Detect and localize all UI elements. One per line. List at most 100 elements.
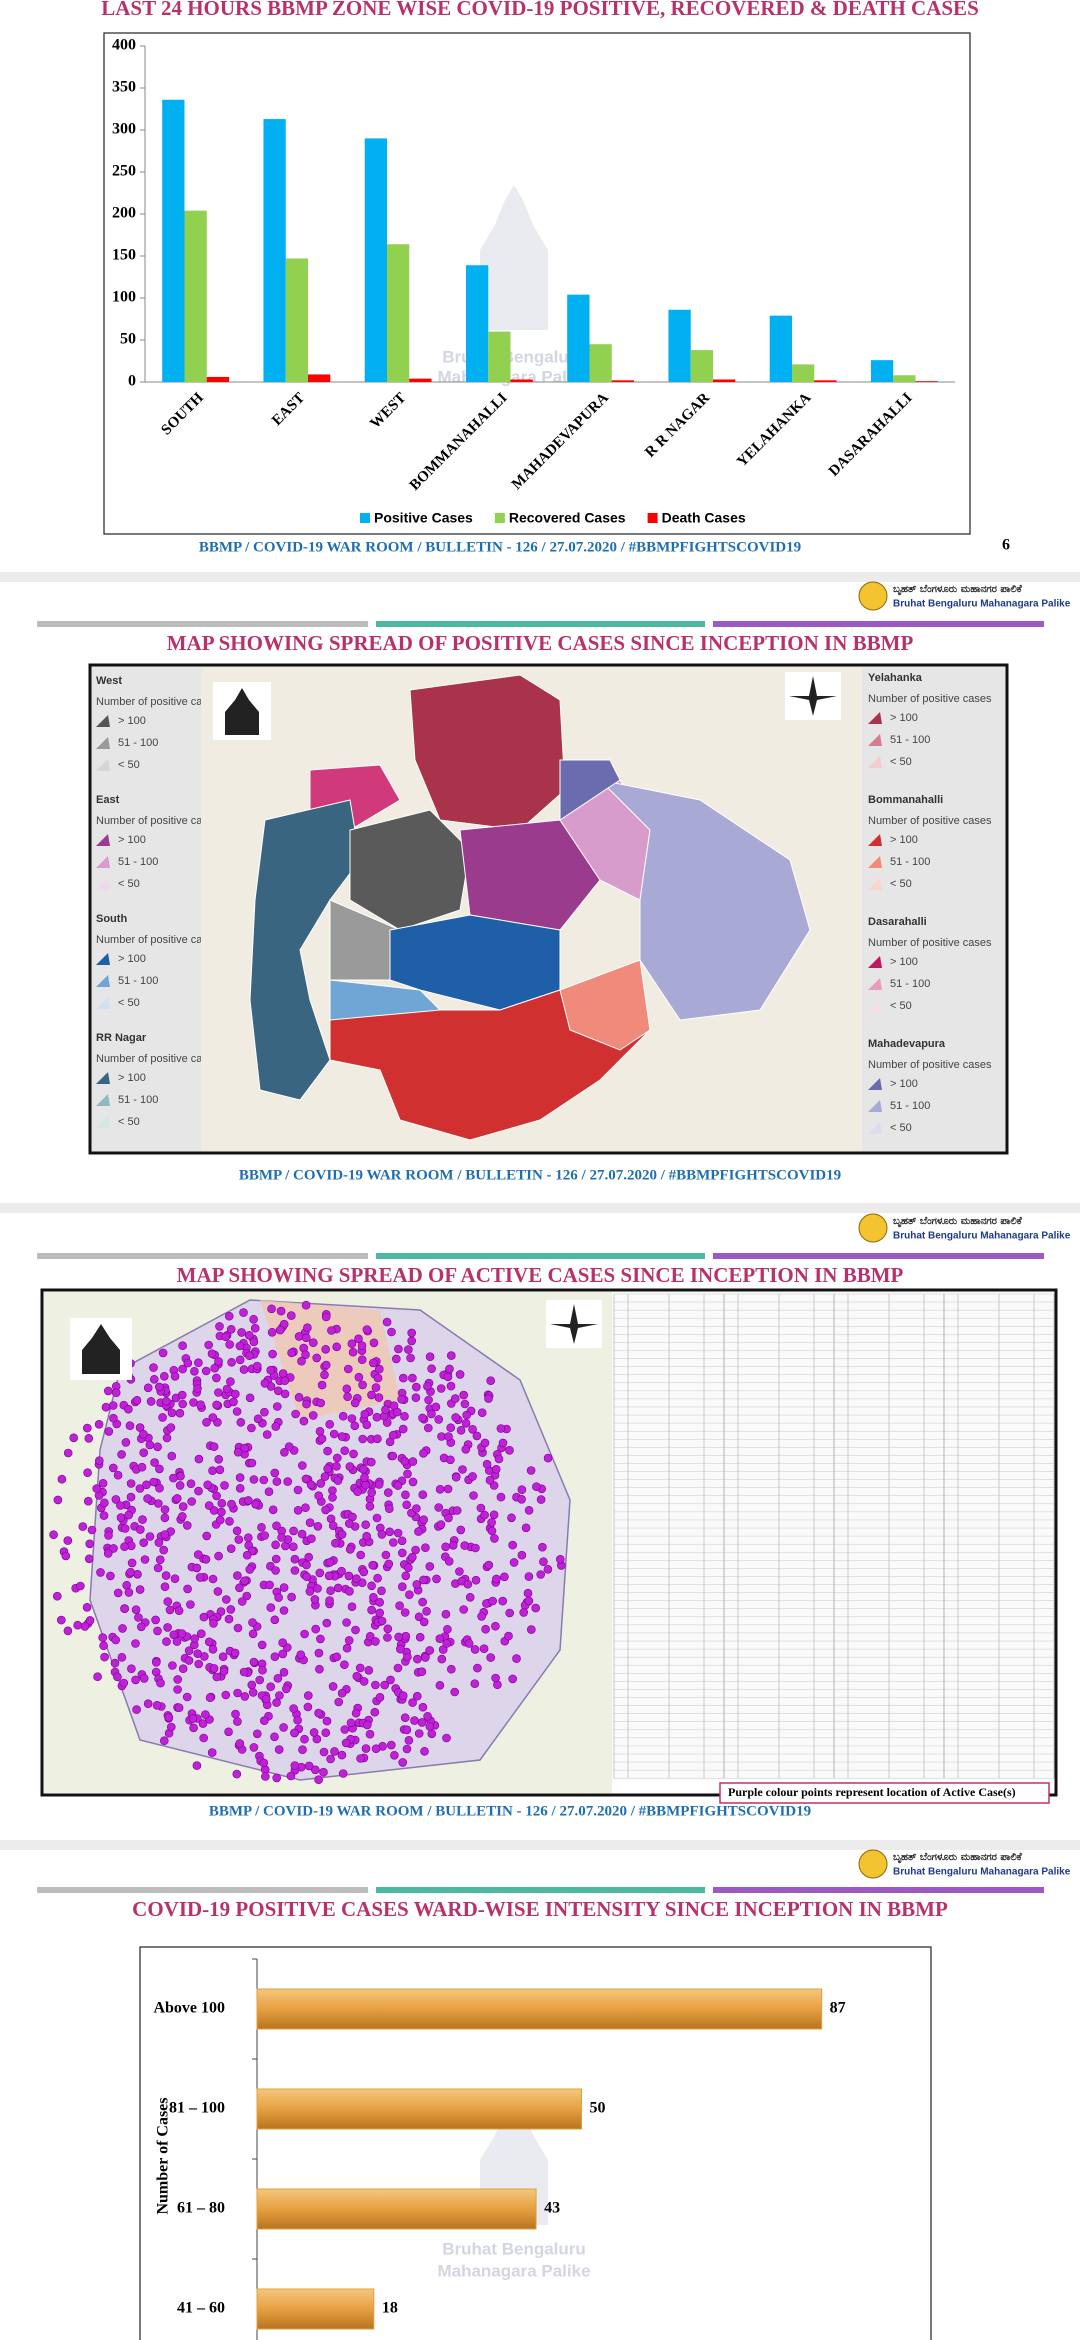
case-point [436, 1384, 446, 1393]
case-point [329, 1429, 339, 1439]
case-point [315, 1568, 325, 1578]
case-point [524, 1506, 534, 1515]
case-point [315, 1427, 325, 1436]
case-point [362, 1420, 372, 1430]
case-point [207, 1748, 217, 1757]
case-point [476, 1503, 486, 1513]
case-point [367, 1581, 376, 1591]
case-point [420, 1747, 429, 1756]
case-point [294, 1393, 304, 1402]
case-point [368, 1358, 378, 1368]
case-point [358, 1434, 368, 1444]
case-point [491, 1465, 501, 1474]
legend-label: < 50 [118, 759, 140, 771]
case-point [63, 1448, 73, 1458]
case-point [302, 1560, 311, 1570]
case-point [456, 1426, 466, 1435]
case-point [496, 1492, 506, 1502]
case-point [340, 1446, 350, 1455]
case-point [323, 1464, 333, 1473]
case-point [418, 1702, 428, 1712]
legend-zone: Bommanahalli [868, 794, 943, 806]
case-point [452, 1506, 462, 1515]
legend-label: > 100 [118, 1072, 146, 1084]
y-tick-label: 61 – 80 [177, 2200, 225, 2217]
case-point [455, 1567, 464, 1576]
case-point [500, 1572, 509, 1582]
case-point [404, 1345, 413, 1354]
bar [465, 265, 489, 382]
case-point [268, 1349, 277, 1359]
legend-label: < 50 [118, 1116, 140, 1128]
case-point [248, 1629, 258, 1639]
case-point [178, 1364, 187, 1374]
watermark: Bruhat Bengaluru [442, 347, 586, 366]
case-point [152, 1701, 162, 1710]
case-point [304, 1761, 314, 1771]
x-tick-label: MAHADEVAPURA [509, 390, 612, 493]
legend-swatch [360, 513, 370, 523]
case-point [237, 1328, 246, 1337]
case-point [362, 1720, 372, 1730]
case-point [170, 1574, 180, 1583]
case-point [337, 1566, 346, 1576]
case-point [261, 1772, 270, 1781]
legend-label: > 100 [890, 956, 918, 968]
case-point [418, 1413, 427, 1423]
legend-swatch [96, 856, 110, 868]
case-point [446, 1381, 456, 1391]
bar [206, 376, 230, 382]
case-point [301, 1333, 311, 1343]
case-point [435, 1681, 445, 1690]
case-point [434, 1503, 444, 1512]
case-point [298, 1745, 307, 1754]
case-point [531, 1603, 541, 1613]
legend-swatch [96, 834, 110, 846]
case-point [201, 1710, 210, 1719]
case-point [320, 1472, 330, 1481]
case-point [446, 1664, 456, 1674]
case-point [345, 1587, 354, 1596]
case-point [82, 1603, 92, 1612]
case-point [427, 1409, 436, 1419]
case-point [143, 1699, 153, 1708]
case-point [421, 1653, 430, 1662]
case-point [352, 1574, 361, 1583]
case-point [362, 1531, 372, 1541]
case-point [434, 1415, 444, 1424]
case-point [209, 1442, 219, 1451]
case-point [270, 1615, 280, 1625]
case-point [53, 1495, 63, 1505]
case-point [326, 1586, 335, 1595]
case-point [214, 1388, 223, 1397]
case-point [321, 1345, 331, 1354]
bar [915, 381, 938, 382]
case-point [199, 1733, 208, 1743]
case-point [321, 1505, 330, 1515]
case-point [281, 1684, 291, 1694]
case-point [441, 1609, 451, 1619]
case-point [233, 1623, 243, 1633]
case-point [109, 1413, 118, 1423]
case-point [183, 1521, 192, 1530]
case-point [371, 1383, 381, 1392]
case-point [372, 1412, 382, 1422]
case-point [56, 1615, 66, 1625]
case-point [316, 1634, 325, 1644]
case-point [361, 1480, 370, 1490]
case-point [375, 1608, 385, 1618]
case-point [280, 1389, 290, 1399]
case-point [203, 1480, 212, 1490]
case-point [451, 1472, 461, 1482]
case-point [324, 1571, 334, 1581]
bar [611, 380, 635, 382]
case-point [177, 1390, 187, 1400]
case-point [356, 1754, 365, 1763]
case-point [448, 1541, 458, 1550]
bar [263, 119, 286, 382]
bar [256, 2288, 375, 2330]
case-point [126, 1567, 135, 1577]
legend-swatch [96, 1094, 110, 1106]
case-point [459, 1390, 469, 1400]
case-point [357, 1355, 367, 1364]
